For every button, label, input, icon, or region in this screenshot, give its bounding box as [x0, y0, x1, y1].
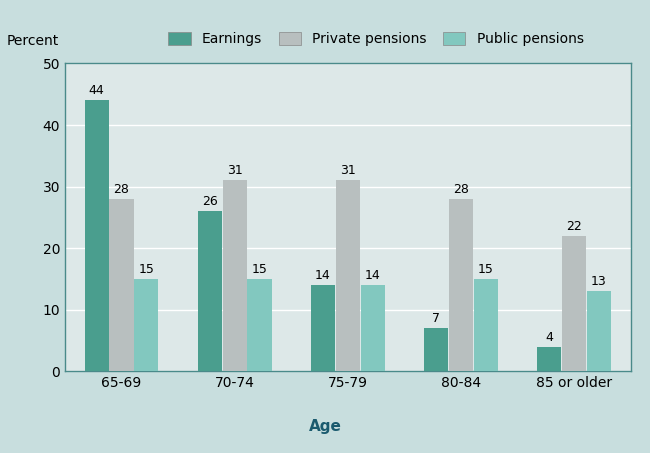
Text: 28: 28 [453, 183, 469, 196]
Bar [311, 285, 335, 371]
Bar [562, 236, 586, 371]
Text: 15: 15 [252, 263, 267, 276]
Bar [248, 279, 272, 371]
Bar [222, 180, 247, 371]
Bar [587, 291, 611, 371]
Bar [537, 347, 561, 371]
Bar [424, 328, 448, 371]
Bar [474, 279, 498, 371]
Bar [448, 199, 473, 371]
Bar [109, 199, 134, 371]
Text: 28: 28 [114, 183, 129, 196]
Bar [84, 101, 109, 371]
Bar [361, 285, 385, 371]
Text: 15: 15 [138, 263, 154, 276]
Bar [198, 211, 222, 371]
Text: 14: 14 [365, 269, 380, 282]
Text: 15: 15 [478, 263, 493, 276]
Text: 7: 7 [432, 312, 440, 325]
Text: Percent: Percent [6, 34, 58, 48]
Legend: Earnings, Private pensions, Public pensions: Earnings, Private pensions, Public pensi… [164, 28, 588, 50]
Text: 14: 14 [315, 269, 331, 282]
Text: 4: 4 [545, 331, 553, 344]
Text: 31: 31 [227, 164, 242, 178]
Text: 26: 26 [202, 195, 218, 208]
Text: 22: 22 [566, 220, 582, 233]
Text: 31: 31 [340, 164, 356, 178]
Text: Age: Age [309, 419, 341, 434]
Text: 44: 44 [89, 84, 105, 97]
Bar [135, 279, 159, 371]
Text: 13: 13 [591, 275, 606, 288]
Bar [335, 180, 360, 371]
